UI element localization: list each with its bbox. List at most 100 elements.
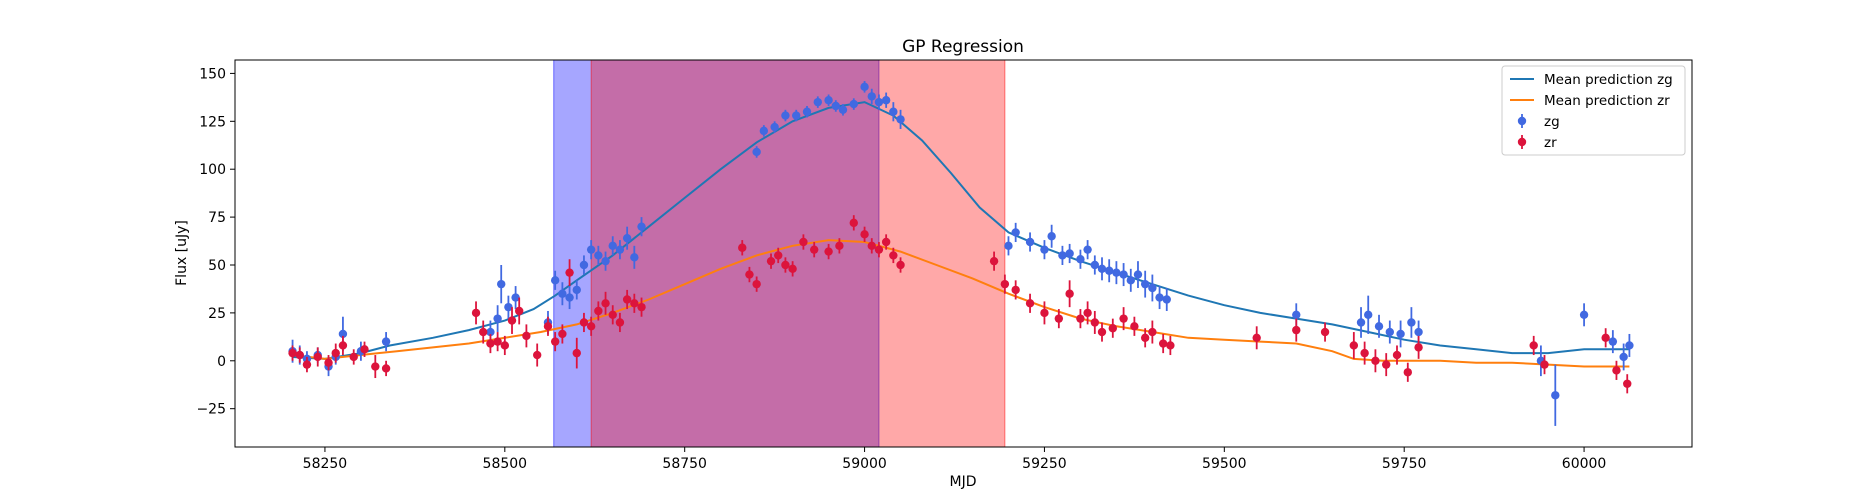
data-point-zr: [500, 335, 510, 356]
marker-zr: [381, 364, 391, 373]
marker-zg: [338, 329, 348, 339]
marker-zr: [522, 331, 531, 341]
marker-zr: [479, 327, 488, 337]
x-tick-label: 59750: [1382, 456, 1427, 472]
marker-zg: [608, 241, 617, 251]
marker-zr: [1612, 366, 1621, 375]
data-point-zr: [1011, 280, 1020, 300]
marker-zg: [1374, 322, 1384, 331]
shaded-regions: [553, 60, 1006, 447]
data-point-zr: [1371, 349, 1380, 373]
data-point-zg: [630, 245, 639, 269]
marker-zr: [1292, 325, 1301, 335]
data-point-zg: [831, 100, 840, 112]
data-point-zg: [572, 280, 581, 300]
marker-zg: [1407, 318, 1416, 327]
marker-zg: [572, 285, 581, 295]
data-point-zg: [1112, 261, 1121, 285]
marker-zg: [1414, 327, 1423, 337]
y-axis-label: Flux [uJy]: [174, 220, 190, 286]
data-point-zr: [867, 238, 876, 254]
data-point-zg: [1119, 263, 1128, 287]
marker-zr: [630, 299, 639, 308]
data-point-zr: [1040, 301, 1049, 325]
data-point-zg: [838, 104, 848, 116]
data-point-zr: [522, 324, 531, 348]
marker-zr: [849, 218, 858, 228]
marker-zr: [774, 251, 783, 260]
marker-zr: [1371, 356, 1380, 365]
marker-zr: [1360, 348, 1369, 358]
marker-zg: [824, 96, 833, 105]
marker-zg: [1396, 329, 1405, 339]
legend-label: Mean prediction zr: [1544, 93, 1670, 109]
marker-zr: [1119, 314, 1128, 323]
marker-zg: [1025, 237, 1035, 247]
marker-zr: [615, 318, 625, 327]
marker-zg: [381, 337, 391, 346]
marker-zr: [989, 256, 999, 266]
data-point-zr: [1140, 328, 1150, 348]
x-tick-label: 60000: [1562, 456, 1607, 472]
data-point-zr: [1000, 274, 1010, 294]
data-point-zr: [471, 301, 481, 325]
legend-entry-2: Mean prediction zr: [1510, 93, 1670, 109]
data-point-zr: [1108, 318, 1117, 338]
marker-zg: [497, 279, 506, 289]
marker-zg: [550, 276, 560, 285]
data-point-zg: [802, 105, 812, 118]
data-point-zr: [1623, 374, 1632, 394]
data-point-zg: [558, 282, 567, 306]
marker-zg: [881, 96, 891, 105]
legend-label: Mean prediction zg: [1544, 72, 1673, 88]
data-point-zg: [752, 146, 761, 158]
data-point-zg: [1047, 224, 1056, 248]
marker-zr: [637, 302, 646, 312]
marker-zr: [302, 360, 312, 369]
legend-entry-3: zg: [1517, 114, 1560, 130]
data-point-zr: [586, 316, 596, 336]
marker-zg: [1076, 255, 1085, 264]
marker-zg: [1112, 268, 1121, 277]
data-point-zr: [1601, 328, 1610, 348]
marker-zg: [867, 92, 876, 101]
marker-zg: [1011, 228, 1020, 237]
data-point-zg: [601, 251, 610, 271]
data-point-zr: [601, 291, 610, 315]
marker-zr: [788, 264, 797, 274]
legend-box: [1501, 65, 1686, 156]
data-point-zg: [504, 295, 513, 319]
legend-entry-1: Mean prediction zg: [1510, 72, 1673, 88]
marker-zg: [1625, 341, 1634, 350]
marker-zg: [752, 147, 761, 157]
marker-zg: [1090, 260, 1100, 270]
marker-zg: [860, 82, 869, 92]
x-tick-label: 58250: [303, 456, 348, 472]
data-point-zg: [622, 226, 632, 250]
marker-zr: [1076, 314, 1085, 323]
data-point-zr: [630, 293, 639, 313]
y-tick-label: 25: [208, 306, 226, 322]
marker-zg: [849, 99, 858, 109]
data-point-zr: [313, 347, 322, 367]
marker-zr: [1000, 279, 1010, 289]
marker-zr: [622, 295, 632, 304]
marker-zr: [565, 268, 574, 277]
data-point-zg: [889, 102, 898, 122]
data-point-zr: [1166, 335, 1175, 356]
marker-zr: [1320, 327, 1330, 337]
data-point-zg: [860, 81, 869, 93]
data-point-zr: [1320, 322, 1330, 342]
legend-entry-4: zr: [1517, 135, 1557, 151]
marker-zg: [1148, 283, 1157, 293]
data-point-zr: [752, 276, 761, 292]
data-point-zr: [338, 335, 348, 356]
data-point-zg: [1551, 364, 1560, 426]
data-point-zg: [1579, 303, 1589, 327]
data-point-zg: [1396, 320, 1405, 348]
data-point-zg: [511, 286, 520, 310]
data-point-zr: [550, 332, 560, 352]
data-point-zr: [615, 312, 625, 333]
marker-zg: [1040, 245, 1049, 254]
